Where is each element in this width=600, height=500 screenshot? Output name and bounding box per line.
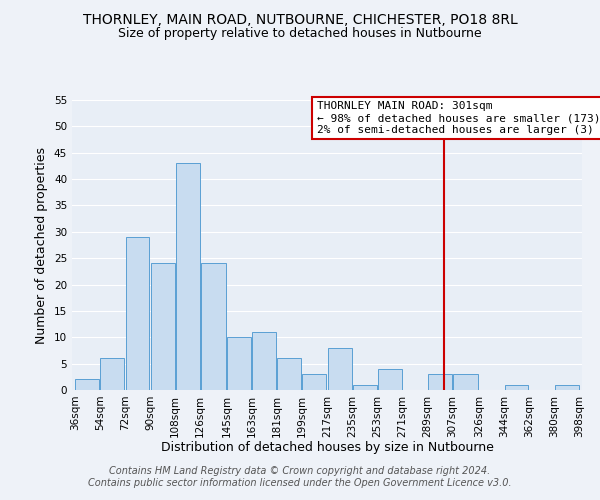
Bar [201,264,226,390]
Bar [100,358,124,390]
Bar [302,374,326,390]
Bar [277,358,301,390]
Bar [554,384,578,390]
Bar [353,384,377,390]
Bar [428,374,452,390]
Bar [227,338,251,390]
Bar [253,332,276,390]
Bar [328,348,352,390]
X-axis label: Distribution of detached houses by size in Nutbourne: Distribution of detached houses by size … [161,441,493,454]
Bar [176,164,200,390]
Bar [76,380,100,390]
Bar [125,237,149,390]
Y-axis label: Number of detached properties: Number of detached properties [35,146,49,344]
Text: Size of property relative to detached houses in Nutbourne: Size of property relative to detached ho… [118,28,482,40]
Text: THORNLEY MAIN ROAD: 301sqm
← 98% of detached houses are smaller (173)
2% of semi: THORNLEY MAIN ROAD: 301sqm ← 98% of deta… [317,102,600,134]
Bar [505,384,529,390]
Text: THORNLEY, MAIN ROAD, NUTBOURNE, CHICHESTER, PO18 8RL: THORNLEY, MAIN ROAD, NUTBOURNE, CHICHEST… [83,12,517,26]
Bar [453,374,478,390]
Text: Contains HM Land Registry data © Crown copyright and database right 2024.
Contai: Contains HM Land Registry data © Crown c… [88,466,512,487]
Bar [378,369,401,390]
Bar [151,264,175,390]
